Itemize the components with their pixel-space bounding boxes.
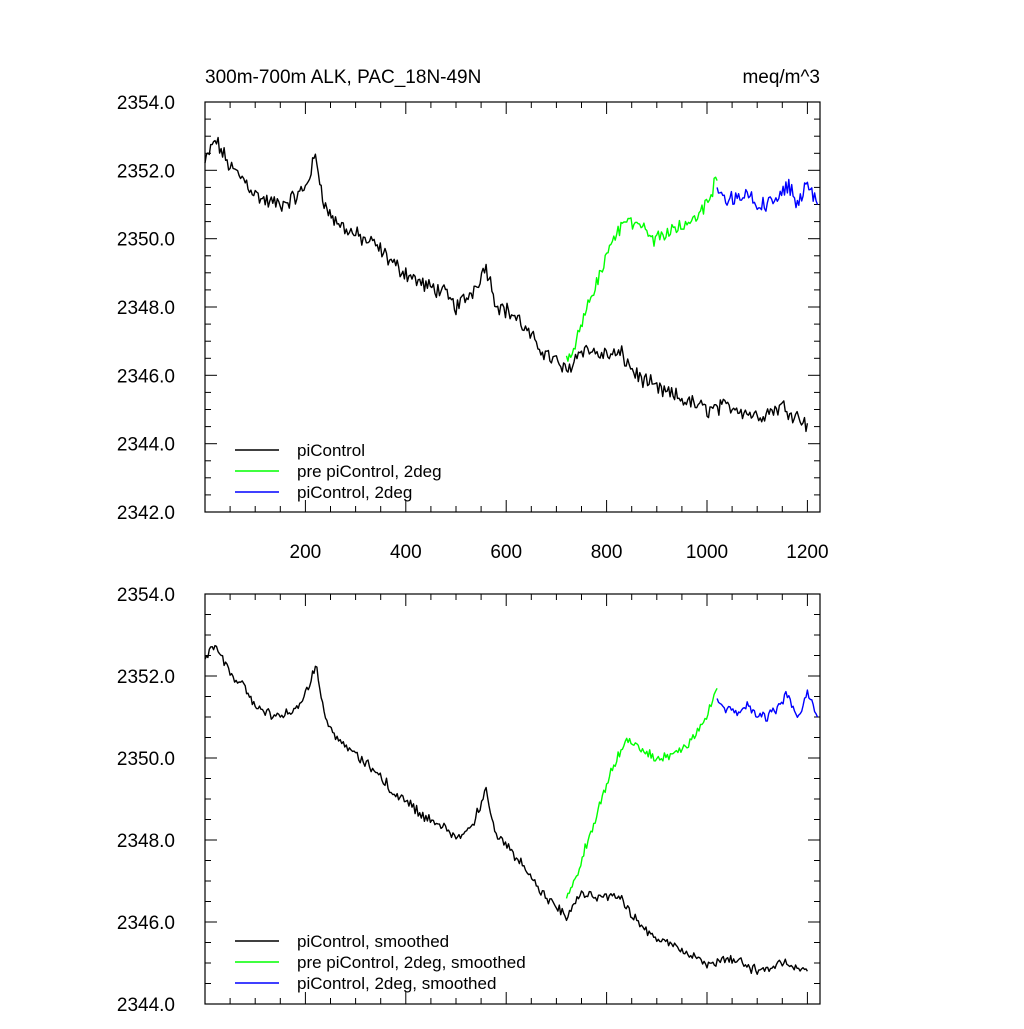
- bottom-panel-plot: 2344.0 2346.0 2348.0 2350.0 2352.0 2354.0: [117, 585, 821, 1016]
- y-tick-label: 2344.0: [117, 995, 175, 1016]
- x-tick-label: 800: [591, 542, 623, 563]
- bottom-panel-series: [204, 644, 819, 975]
- legend-label-picontrol-2deg: piControl, 2deg: [297, 483, 412, 502]
- top-panel-units: meq/m^3: [742, 67, 820, 88]
- x-tick-label: 1200: [786, 542, 828, 563]
- top-panel-y-tick-labels: 2342.0 2344.0 2346.0 2348.0 2350.0 2352.0 2354…: [117, 93, 175, 524]
- y-tick-label: 2350.0: [117, 749, 175, 770]
- bottom-panel: 2344.0 2346.0 2348.0 2350.0 2352.0 2354.0 piC…: [117, 585, 821, 1016]
- bottom-panel-legend: piControl, smoothed pre piControl, 2deg,…: [235, 932, 526, 993]
- series-line-picontrol-2deg: [716, 178, 819, 212]
- y-tick-label: 2348.0: [117, 298, 175, 319]
- top-panel-legend: piControl pre piControl, 2deg piControl,…: [235, 441, 442, 502]
- y-tick-label: 2348.0: [117, 831, 175, 852]
- top-panel-title: 300m-700m ALK, PAC_18N-49N: [205, 67, 481, 88]
- top-panel: 300m-700m ALK, PAC_18N-49N meq/m^3 2342.…: [117, 67, 829, 563]
- legend-label-picontrol-2deg-smoothed: piControl, 2deg, smoothed: [297, 974, 496, 993]
- top-panel-ticks: [205, 101, 820, 513]
- y-tick-label: 2354.0: [117, 93, 175, 114]
- legend-label-pre-picontrol-2deg-smoothed: pre piControl, 2deg, smoothed: [297, 953, 526, 972]
- top-panel-frame: [204, 101, 821, 513]
- x-tick-label: 1000: [686, 542, 728, 563]
- series-line-picontrol: [204, 136, 809, 433]
- series-line-picontrol-2deg-smoothed: [716, 689, 819, 722]
- series-line-pre-picontrol-2deg: [565, 176, 718, 362]
- top-panel-x-tick-labels: 200 400 600 800 1000 1200: [290, 542, 829, 563]
- legend-label-pre-picontrol-2deg: pre piControl, 2deg: [297, 462, 442, 481]
- x-tick-label: 400: [390, 542, 422, 563]
- x-tick-label: 200: [290, 542, 322, 563]
- y-tick-label: 2346.0: [117, 913, 175, 934]
- series-line-pre-picontrol-2deg-smoothed: [565, 687, 718, 899]
- legend-label-picontrol: piControl: [297, 441, 365, 460]
- top-panel-plot: 2342.0 2344.0 2346.0 2348.0 2350.0 2352.0 2354…: [117, 93, 829, 563]
- y-tick-label: 2352.0: [117, 161, 175, 182]
- y-tick-label: 2354.0: [117, 585, 175, 606]
- legend-label-picontrol-smoothed: piControl, smoothed: [297, 932, 449, 951]
- series-line-picontrol-smoothed: [204, 644, 808, 975]
- bottom-panel-frame: [204, 593, 821, 1005]
- y-tick-label: 2352.0: [117, 667, 175, 688]
- top-panel-series: [204, 136, 819, 433]
- y-tick-label: 2346.0: [117, 366, 175, 387]
- bottom-panel-y-tick-labels: 2344.0 2346.0 2348.0 2350.0 2352.0 2354.0: [117, 585, 175, 1016]
- y-tick-label: 2342.0: [117, 503, 175, 524]
- y-tick-label: 2344.0: [117, 435, 175, 456]
- y-tick-label: 2350.0: [117, 230, 175, 251]
- x-tick-label: 600: [490, 542, 522, 563]
